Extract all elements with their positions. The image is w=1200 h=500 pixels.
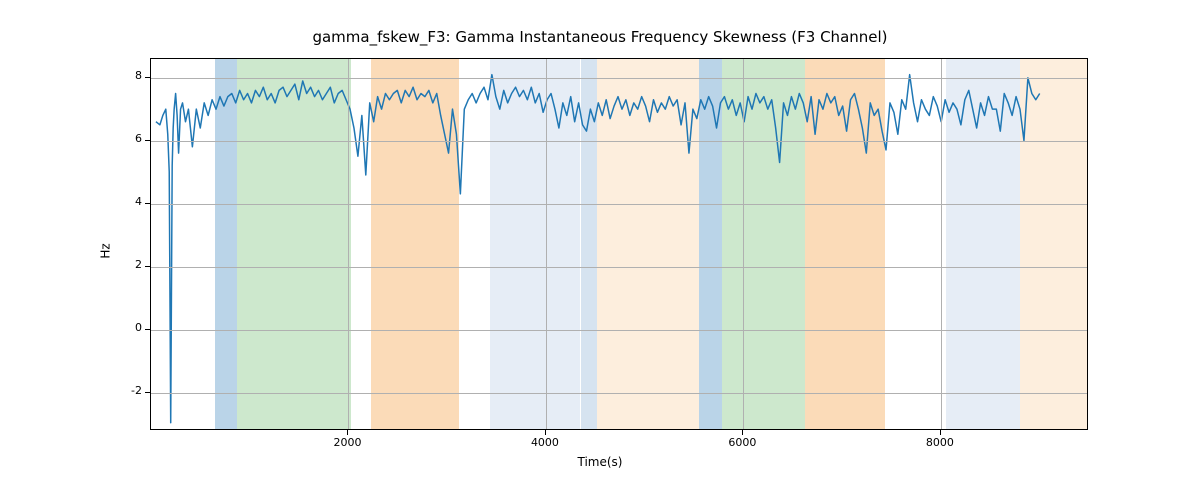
y-tick-label: -2 bbox=[112, 384, 142, 397]
gridline-horizontal bbox=[151, 78, 1087, 79]
y-tick-mark bbox=[145, 266, 150, 267]
y-tick-mark bbox=[145, 77, 150, 78]
data-line bbox=[156, 75, 1040, 423]
x-tick-label: 6000 bbox=[712, 436, 772, 449]
x-tick-label: 4000 bbox=[515, 436, 575, 449]
y-tick-label: 0 bbox=[112, 321, 142, 334]
y-tick-mark bbox=[145, 392, 150, 393]
gridline-horizontal bbox=[151, 204, 1087, 205]
gridline-vertical bbox=[348, 59, 349, 429]
x-tick-mark bbox=[347, 430, 348, 435]
chart-title: gamma_fskew_F3: Gamma Instantaneous Freq… bbox=[0, 28, 1200, 46]
y-tick-mark bbox=[145, 203, 150, 204]
x-tick-mark bbox=[742, 430, 743, 435]
x-tick-mark bbox=[545, 430, 546, 435]
gridline-horizontal bbox=[151, 330, 1087, 331]
y-axis-label: Hz bbox=[99, 243, 113, 258]
y-tick-label: 2 bbox=[112, 258, 142, 271]
x-tick-label: 8000 bbox=[910, 436, 970, 449]
gridline-horizontal bbox=[151, 393, 1087, 394]
gridline-horizontal bbox=[151, 141, 1087, 142]
plot-area bbox=[150, 58, 1088, 430]
x-tick-label: 2000 bbox=[317, 436, 377, 449]
y-tick-mark bbox=[145, 329, 150, 330]
y-tick-label: 4 bbox=[112, 195, 142, 208]
line-layer bbox=[151, 59, 1087, 429]
chart-container: gamma_fskew_F3: Gamma Instantaneous Freq… bbox=[0, 0, 1200, 500]
gridline-vertical bbox=[743, 59, 744, 429]
y-tick-label: 8 bbox=[112, 69, 142, 82]
x-tick-mark bbox=[940, 430, 941, 435]
y-tick-label: 6 bbox=[112, 132, 142, 145]
gridline-vertical bbox=[546, 59, 547, 429]
gridline-horizontal bbox=[151, 267, 1087, 268]
gridline-vertical bbox=[941, 59, 942, 429]
x-axis-label: Time(s) bbox=[0, 455, 1200, 469]
y-tick-mark bbox=[145, 140, 150, 141]
